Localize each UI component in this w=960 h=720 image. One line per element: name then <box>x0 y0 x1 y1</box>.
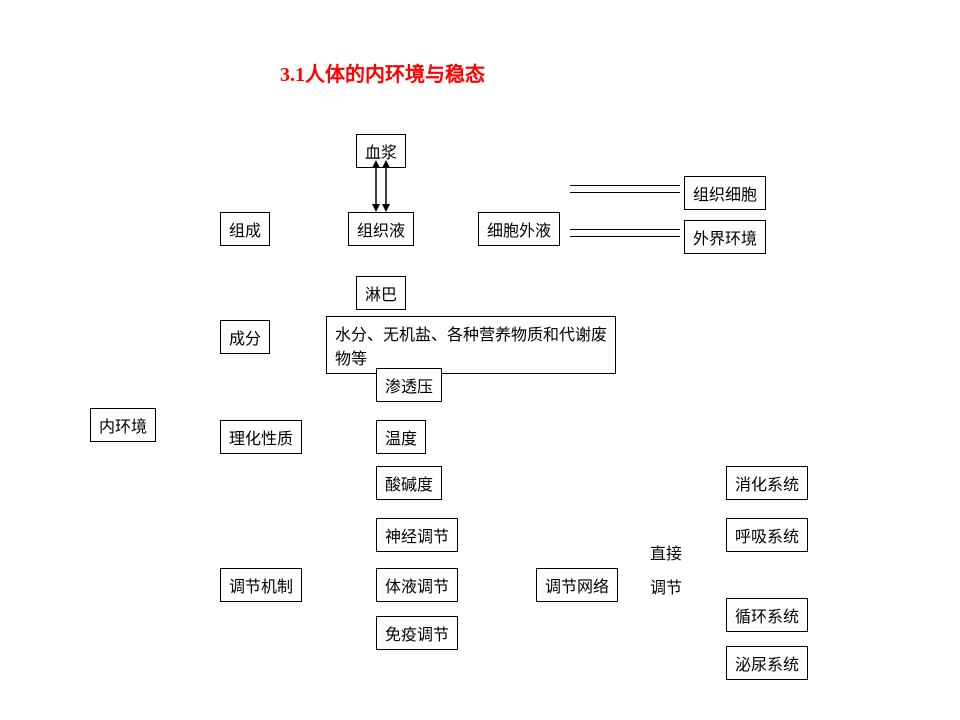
node-xunhuan: 循环系统 <box>726 598 808 632</box>
node-huxi: 呼吸系统 <box>726 518 808 552</box>
section-title: 3.1人体的内环境与稳态 <box>280 58 485 87</box>
node-suanjian: 酸碱度 <box>376 466 442 500</box>
line-xbwy-wj-1 <box>570 229 680 230</box>
node-chengfen-desc: 水分、无机盐、各种营养物质和代谢废物等 <box>326 316 616 374</box>
node-xiaohua: 消化系统 <box>726 466 808 500</box>
node-miniao: 泌尿系统 <box>726 646 808 680</box>
line-xbwy-zzxb-2 <box>570 192 680 193</box>
node-mianyi: 免疫调节 <box>376 616 458 650</box>
node-shenjing: 神经调节 <box>376 518 458 552</box>
node-wendu: 温度 <box>376 420 426 454</box>
arrow-xuejiang-zuzhiye <box>372 160 392 214</box>
node-lihua: 理化性质 <box>220 420 302 454</box>
label-zhijie-line1: 直接 <box>650 540 682 564</box>
node-chengfen: 成分 <box>220 320 270 354</box>
node-waijie: 外界环境 <box>684 220 766 254</box>
node-shentouya: 渗透压 <box>376 368 442 402</box>
node-zuzhixibao: 组织细胞 <box>684 176 766 210</box>
node-tiye: 体液调节 <box>376 568 458 602</box>
node-linba: 淋巴 <box>356 276 406 310</box>
node-zuzhiye: 组织液 <box>348 212 414 246</box>
label-zhijie: 直接 调节 <box>650 540 682 598</box>
line-xbwy-wj-2 <box>570 236 680 237</box>
node-tiaojie-jizhi: 调节机制 <box>220 568 302 602</box>
line-xbwy-zzxb-1 <box>570 185 680 186</box>
node-xibaowaiye: 细胞外液 <box>478 212 560 246</box>
label-zhijie-line2: 调节 <box>650 574 682 598</box>
node-tiaojie-wangluo: 调节网络 <box>536 568 618 602</box>
node-zucheng: 组成 <box>220 212 270 246</box>
node-inner-environment: 内环境 <box>90 408 156 442</box>
